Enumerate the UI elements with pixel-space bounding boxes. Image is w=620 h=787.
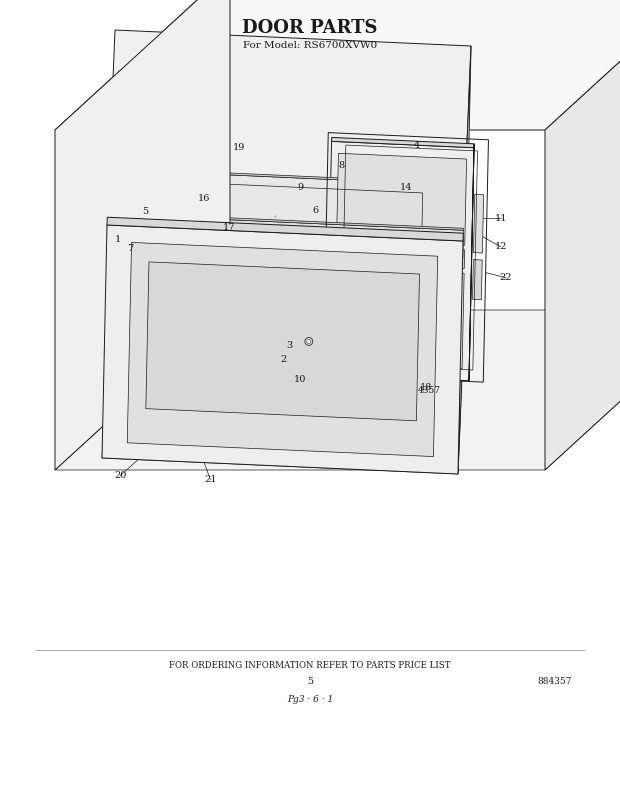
Polygon shape: [474, 194, 484, 253]
Polygon shape: [458, 46, 471, 474]
Polygon shape: [115, 216, 457, 234]
Text: 19: 19: [233, 143, 246, 153]
Polygon shape: [472, 260, 482, 300]
Circle shape: [305, 338, 313, 345]
Polygon shape: [124, 168, 437, 184]
Text: 1: 1: [114, 235, 121, 244]
Text: 5: 5: [307, 678, 313, 686]
Polygon shape: [193, 202, 304, 401]
Polygon shape: [198, 198, 304, 207]
Polygon shape: [146, 262, 420, 421]
Text: 21: 21: [204, 475, 217, 484]
Polygon shape: [102, 263, 466, 474]
Text: 2: 2: [281, 355, 287, 364]
Text: 4: 4: [414, 141, 420, 150]
Text: 6: 6: [312, 205, 319, 215]
Polygon shape: [327, 142, 474, 381]
Text: 884357: 884357: [538, 678, 572, 686]
Polygon shape: [336, 244, 464, 268]
Polygon shape: [120, 265, 435, 379]
Circle shape: [340, 340, 356, 356]
Polygon shape: [345, 275, 453, 361]
Text: 20: 20: [114, 471, 126, 480]
Text: 17: 17: [223, 223, 236, 232]
Polygon shape: [115, 221, 456, 240]
Polygon shape: [334, 268, 464, 369]
Polygon shape: [200, 440, 205, 457]
Text: 4357: 4357: [417, 386, 440, 395]
Text: 12: 12: [495, 242, 507, 251]
Polygon shape: [107, 217, 463, 241]
Polygon shape: [469, 144, 474, 381]
Text: 11: 11: [495, 213, 507, 223]
Text: Pg3 · 6 · 1: Pg3 · 6 · 1: [287, 696, 333, 704]
Polygon shape: [127, 242, 438, 456]
Text: 22: 22: [499, 273, 512, 282]
Polygon shape: [107, 212, 464, 231]
Polygon shape: [107, 30, 471, 241]
Polygon shape: [55, 310, 620, 470]
Polygon shape: [299, 302, 312, 330]
Text: 14: 14: [400, 183, 412, 192]
Polygon shape: [301, 234, 314, 350]
Text: FOR ORDERING INFORMATION REFER TO PARTS PRICE LIST: FOR ORDERING INFORMATION REFER TO PARTS …: [169, 662, 451, 671]
Polygon shape: [545, 0, 620, 470]
Text: For Model: RS6700XVW0: For Model: RS6700XVW0: [243, 42, 377, 50]
Polygon shape: [112, 219, 456, 343]
Polygon shape: [55, 0, 620, 130]
Text: 18: 18: [420, 383, 432, 392]
Text: 10: 10: [294, 375, 306, 384]
Text: eReplacementParts.com: eReplacementParts.com: [233, 374, 387, 386]
Polygon shape: [55, 0, 230, 470]
Polygon shape: [102, 225, 463, 474]
Polygon shape: [122, 170, 437, 282]
Text: 7: 7: [126, 244, 133, 253]
Polygon shape: [112, 224, 456, 349]
Text: 16: 16: [198, 194, 211, 202]
Text: 3: 3: [286, 341, 292, 349]
Polygon shape: [304, 231, 315, 234]
Text: DOOR PARTS: DOOR PARTS: [242, 19, 378, 37]
Polygon shape: [305, 292, 313, 339]
Polygon shape: [337, 153, 467, 246]
Circle shape: [307, 339, 311, 343]
Text: 9: 9: [298, 183, 304, 192]
Text: 8: 8: [339, 161, 345, 170]
Polygon shape: [122, 263, 435, 279]
Polygon shape: [107, 214, 463, 258]
Text: 5: 5: [143, 207, 149, 216]
Polygon shape: [332, 138, 474, 148]
Polygon shape: [300, 203, 304, 401]
